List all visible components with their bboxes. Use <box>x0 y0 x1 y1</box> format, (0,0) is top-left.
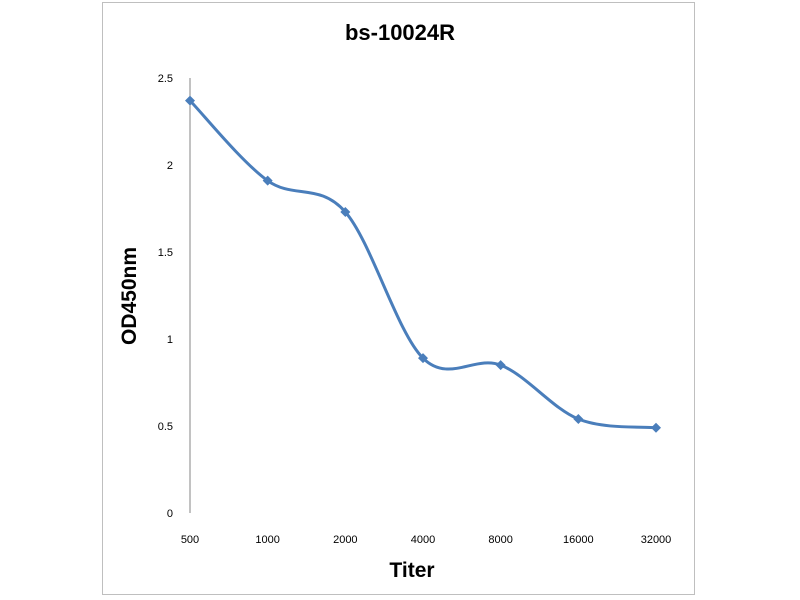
data-point-marker <box>185 95 195 106</box>
y-tick-label: 2.5 <box>158 73 173 85</box>
x-tick-label: 8000 <box>488 534 512 546</box>
y-tick-label: 0.5 <box>158 421 173 433</box>
series-layer <box>185 95 661 433</box>
y-axis-title: OD450nm <box>118 247 141 345</box>
data-point-marker <box>262 175 273 186</box>
y-tick-labels: 0 0.5 1 1.5 2 2.5 <box>158 73 173 520</box>
data-point-marker <box>495 360 506 371</box>
y-tick-label: 1 <box>167 334 173 346</box>
data-point-marker <box>573 414 584 425</box>
data-point-marker <box>651 422 661 433</box>
x-tick-label: 500 <box>181 534 199 546</box>
data-point-marker <box>418 353 428 364</box>
x-tick-label: 32000 <box>641 534 672 546</box>
x-tick-label: 2000 <box>333 534 357 546</box>
y-tick-label: 0 <box>167 508 173 520</box>
y-tick-label: 2 <box>167 160 173 172</box>
x-axis-title: Titer <box>389 559 434 582</box>
data-point-marker <box>340 206 351 217</box>
x-tick-label: 1000 <box>255 534 279 546</box>
x-tick-label: 4000 <box>411 534 435 546</box>
series-line <box>188 99 657 430</box>
y-tick-label: 1.5 <box>158 247 173 259</box>
chart-title: bs-10024R <box>345 20 455 45</box>
x-tick-label: 16000 <box>563 534 594 546</box>
chart-frame <box>102 2 695 595</box>
x-tick-labels: 500 1000 2000 4000 8000 16000 32000 <box>181 534 671 546</box>
